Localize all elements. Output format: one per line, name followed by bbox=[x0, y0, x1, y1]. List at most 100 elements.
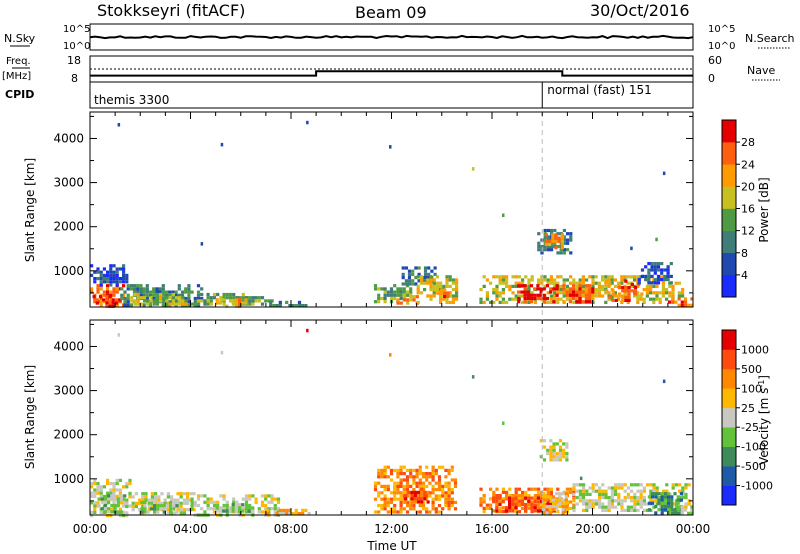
data-cell bbox=[591, 502, 595, 506]
data-cell bbox=[136, 302, 140, 306]
data-cell bbox=[637, 281, 641, 285]
data-cell bbox=[174, 293, 178, 297]
data-cell bbox=[383, 507, 387, 511]
data-cell bbox=[657, 508, 661, 512]
data-cell bbox=[404, 266, 408, 270]
data-cell bbox=[561, 492, 565, 496]
data-cell bbox=[520, 499, 524, 503]
data-cell bbox=[680, 303, 684, 307]
colorbar-tick-label: 1000 bbox=[741, 343, 769, 356]
data-cell bbox=[129, 284, 133, 288]
data-cell bbox=[550, 248, 554, 252]
data-cell bbox=[655, 486, 659, 490]
data-cell bbox=[439, 300, 443, 304]
data-cell bbox=[642, 297, 646, 301]
data-cell bbox=[482, 284, 486, 288]
data-cell bbox=[667, 498, 671, 502]
data-cell bbox=[147, 508, 151, 512]
data-cell bbox=[447, 468, 451, 472]
data-cell bbox=[620, 505, 624, 509]
data-cell bbox=[607, 502, 611, 506]
data-cell bbox=[112, 485, 116, 489]
data-cell bbox=[660, 268, 664, 272]
data-cell bbox=[159, 299, 163, 303]
data-cell bbox=[248, 296, 252, 300]
data-cell bbox=[389, 500, 394, 504]
data-cell bbox=[429, 297, 433, 301]
data-cell bbox=[569, 238, 573, 242]
data-cell bbox=[684, 502, 688, 506]
noise-panel: N.Sky 10^5 10^0 10^5 10^0 N.Search bbox=[4, 23, 795, 52]
data-cell bbox=[432, 281, 436, 285]
x-tick-label: 04:00 bbox=[173, 522, 208, 536]
colorbar-tick-label: 500 bbox=[741, 363, 762, 376]
data-cell bbox=[508, 509, 512, 513]
data-cell bbox=[450, 488, 454, 492]
data-cell bbox=[200, 296, 204, 301]
data-cell bbox=[501, 300, 505, 304]
data-cell bbox=[687, 483, 691, 487]
data-cell bbox=[225, 304, 229, 308]
data-cell bbox=[99, 280, 103, 284]
data-cell bbox=[399, 468, 403, 472]
data-cell bbox=[569, 235, 573, 239]
data-cell bbox=[212, 500, 217, 504]
data-cell bbox=[511, 497, 515, 501]
data-cell bbox=[562, 251, 566, 255]
data-cell bbox=[684, 486, 688, 490]
data-cell bbox=[389, 497, 394, 501]
data-cell bbox=[588, 293, 592, 297]
data-cell bbox=[539, 455, 543, 459]
data-cell bbox=[405, 290, 410, 294]
data-cell bbox=[549, 487, 553, 491]
data-cell bbox=[180, 290, 185, 294]
data-cell bbox=[405, 481, 410, 485]
data-cell bbox=[569, 487, 573, 491]
data-cell bbox=[225, 503, 229, 508]
data-cell bbox=[650, 268, 654, 272]
data-cell bbox=[377, 293, 381, 297]
data-cell bbox=[529, 284, 534, 288]
data-cell bbox=[107, 494, 111, 498]
data-cell bbox=[399, 510, 403, 514]
data-cell bbox=[530, 275, 534, 279]
data-cell bbox=[441, 507, 445, 511]
data-cell bbox=[521, 494, 525, 498]
data-cell bbox=[421, 507, 426, 511]
data-cell bbox=[150, 498, 154, 502]
data-cell bbox=[540, 278, 544, 282]
data-cell bbox=[640, 268, 645, 272]
data-cell bbox=[555, 504, 559, 509]
data-cell bbox=[257, 296, 261, 300]
data-cell bbox=[582, 486, 586, 490]
data-cell bbox=[155, 287, 159, 291]
data-cell bbox=[537, 241, 541, 245]
data-cell bbox=[562, 235, 566, 239]
data-cell bbox=[93, 510, 97, 514]
data-cell bbox=[93, 280, 97, 284]
data-cell bbox=[140, 507, 144, 511]
data-cell bbox=[234, 509, 238, 513]
data-cell bbox=[548, 504, 552, 509]
data-cell bbox=[630, 246, 633, 251]
data-cell bbox=[168, 302, 172, 306]
data-cell bbox=[501, 499, 505, 503]
data-cell bbox=[495, 288, 499, 292]
data-cell bbox=[393, 284, 397, 288]
data-cell bbox=[139, 293, 143, 297]
data-cell bbox=[676, 508, 680, 512]
data-cell bbox=[671, 511, 675, 515]
data-cell bbox=[501, 291, 505, 295]
data-cell bbox=[171, 302, 175, 306]
data-cell bbox=[558, 445, 563, 449]
data-cell bbox=[109, 290, 113, 294]
data-cell bbox=[254, 497, 258, 501]
data-cell bbox=[377, 472, 381, 476]
data-cell bbox=[620, 483, 624, 487]
data-cell bbox=[431, 500, 435, 504]
data-cell bbox=[581, 294, 585, 298]
data-cell bbox=[552, 300, 556, 304]
data-cell bbox=[448, 300, 452, 304]
data-cell bbox=[601, 492, 605, 496]
data-cell bbox=[103, 497, 108, 501]
